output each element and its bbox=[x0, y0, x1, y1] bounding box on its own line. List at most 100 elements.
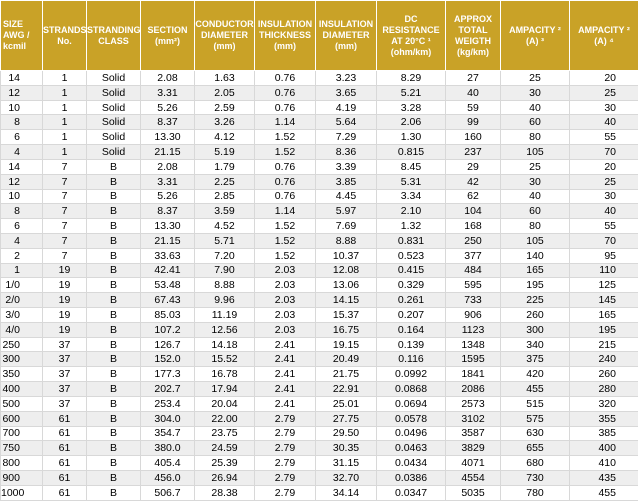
cell-size: 1 bbox=[0, 262, 43, 279]
cell-strands: 37 bbox=[42, 366, 87, 383]
cell-conductor-diameter: 5.19 bbox=[194, 144, 255, 160]
table-row: 4 1 Solid 21.15 5.19 1.52 8.36 0.815 237 105 70 bbox=[0, 144, 638, 160]
cell-insulation-thickness: 2.03 bbox=[254, 307, 316, 323]
cell-ampacity-a4: 40 bbox=[569, 114, 638, 131]
cell-dc-resistance: 0.0992 bbox=[376, 366, 446, 383]
cell-section: 405.4 bbox=[140, 455, 195, 471]
cell-ampacity-a4: 145 bbox=[569, 292, 638, 308]
cell-conductor-diameter: 26.94 bbox=[194, 469, 255, 486]
header-conductor-diameter: CONDUCTOR DIAMETER (mm) bbox=[194, 0, 255, 71]
cell-approx-total-weight: 3829 bbox=[445, 440, 501, 457]
cell-ampacity-a3: 260 bbox=[500, 307, 570, 323]
cell-size: 900 bbox=[0, 469, 43, 486]
header-line: AMPACITY ² bbox=[578, 24, 630, 35]
cell-section: 85.03 bbox=[140, 307, 195, 323]
cell-conductor-diameter: 4.52 bbox=[194, 218, 255, 234]
header-line: WEIGTH bbox=[455, 35, 491, 46]
cell-dc-resistance: 0.0347 bbox=[376, 484, 446, 501]
cell-conductor-diameter: 24.59 bbox=[194, 440, 255, 457]
cell-dc-resistance: 0.0868 bbox=[376, 381, 446, 397]
cell-stranding-class: B bbox=[86, 484, 141, 501]
cell-conductor-diameter: 7.90 bbox=[194, 262, 255, 279]
cell-size: 4/0 bbox=[0, 321, 43, 338]
cell-insulation-thickness: 1.52 bbox=[254, 232, 316, 249]
cell-ampacity-a3: 80 bbox=[500, 218, 570, 234]
cell-ampacity-a3: 730 bbox=[500, 469, 570, 486]
cell-insulation-diameter: 4.45 bbox=[315, 188, 377, 205]
cell-insulation-diameter: 25.01 bbox=[315, 395, 377, 412]
cell-conductor-diameter: 1.79 bbox=[194, 158, 255, 175]
cell-conductor-diameter: 5.71 bbox=[194, 232, 255, 249]
cell-strands: 19 bbox=[42, 277, 87, 294]
cell-stranding-class: B bbox=[86, 262, 141, 279]
cell-strands: 7 bbox=[42, 203, 87, 220]
cell-section: 33.63 bbox=[140, 247, 195, 264]
cell-insulation-diameter: 15.37 bbox=[315, 307, 377, 323]
cell-strands: 1 bbox=[42, 99, 87, 116]
header-dc-resistance: DC RESISTANCE AT 20°C ¹ (ohm/km) bbox=[376, 0, 446, 71]
cell-stranding-class: B bbox=[86, 410, 141, 427]
cell-dc-resistance: 0.139 bbox=[376, 336, 446, 353]
table-row: 8 1 Solid 8.37 3.26 1.14 5.64 2.06 99 60 40 bbox=[0, 114, 638, 131]
cell-size: 700 bbox=[0, 425, 43, 442]
header-ampacity-a3: AMPACITY ² (A) ³ bbox=[500, 0, 570, 71]
header-line: CONDUCTOR bbox=[195, 19, 254, 29]
cell-ampacity-a4: 55 bbox=[569, 129, 638, 146]
table-row: 3/0 19 B 85.03 11.19 2.03 15.37 0.207 906 260 165 bbox=[0, 307, 638, 323]
cell-strands: 37 bbox=[42, 351, 87, 368]
cell-insulation-diameter: 4.19 bbox=[315, 99, 377, 116]
cell-size: 750 bbox=[0, 440, 43, 457]
header-section: SECTION (mm²) bbox=[140, 0, 195, 71]
table-row: 6 1 Solid 13.30 4.12 1.52 7.29 1.30 160 80 55 bbox=[0, 129, 638, 146]
cell-approx-total-weight: 4071 bbox=[445, 455, 501, 471]
table-row: 800 61 B 405.4 25.39 2.79 31.15 0.0434 4071 680 41… bbox=[0, 455, 638, 471]
cell-strands: 7 bbox=[42, 232, 87, 249]
header-row: SIZE AWG / kcmil STRANDS No. STRANDING CLASS SE… bbox=[0, 0, 638, 71]
cell-section: 354.7 bbox=[140, 425, 195, 442]
cell-stranding-class: Solid bbox=[86, 99, 141, 116]
cell-ampacity-a4: 70 bbox=[569, 232, 638, 249]
cell-insulation-thickness: 2.41 bbox=[254, 366, 316, 383]
table-row: 350 37 B 177.3 16.78 2.41 21.75 0.0992 1841 420 26… bbox=[0, 366, 638, 383]
cell-ampacity-a4: 95 bbox=[569, 247, 638, 264]
cell-insulation-thickness: 2.79 bbox=[254, 455, 316, 471]
cell-approx-total-weight: 29 bbox=[445, 158, 501, 175]
cell-insulation-thickness: 1.52 bbox=[254, 218, 316, 234]
cell-strands: 7 bbox=[42, 218, 87, 234]
table-row: 4/0 19 B 107.2 12.56 2.03 16.75 0.164 1123 300 195 bbox=[0, 321, 638, 338]
table-row: 700 61 B 354.7 23.75 2.79 29.50 0.0496 3587 630 38… bbox=[0, 425, 638, 442]
cell-insulation-thickness: 2.41 bbox=[254, 336, 316, 353]
cell-insulation-diameter: 13.06 bbox=[315, 277, 377, 294]
cell-dc-resistance: 0.0463 bbox=[376, 440, 446, 457]
cell-insulation-thickness: 2.79 bbox=[254, 469, 316, 486]
table-row: 6 7 B 13.30 4.52 1.52 7.69 1.32 168 80 55 bbox=[0, 218, 638, 234]
header-line: APPROX bbox=[453, 13, 492, 24]
table-row: 1 19 B 42.41 7.90 2.03 12.08 0.415 484 165 110 bbox=[0, 262, 638, 279]
cell-ampacity-a3: 165 bbox=[500, 262, 570, 279]
cell-dc-resistance: 3.34 bbox=[376, 188, 446, 205]
cell-size: 4 bbox=[0, 144, 43, 160]
cell-ampacity-a3: 780 bbox=[500, 484, 570, 501]
table-row: 10 7 B 5.26 2.85 0.76 4.45 3.34 62 40 30 bbox=[0, 188, 638, 205]
cell-dc-resistance: 0.329 bbox=[376, 277, 446, 294]
cell-stranding-class: B bbox=[86, 203, 141, 220]
cell-conductor-diameter: 4.12 bbox=[194, 129, 255, 146]
cell-strands: 19 bbox=[42, 321, 87, 338]
table-row: 8 7 B 8.37 3.59 1.14 5.97 2.10 104 60 40 bbox=[0, 203, 638, 220]
cell-approx-total-weight: 27 bbox=[445, 70, 501, 86]
cell-section: 8.37 bbox=[140, 114, 195, 131]
header-line: (mm) bbox=[274, 41, 296, 51]
header-line: (ohm/km) bbox=[390, 46, 432, 57]
cell-approx-total-weight: 377 bbox=[445, 247, 501, 264]
cell-ampacity-a3: 515 bbox=[500, 395, 570, 412]
cell-stranding-class: B bbox=[86, 351, 141, 368]
cell-approx-total-weight: 484 bbox=[445, 262, 501, 279]
cell-stranding-class: B bbox=[86, 469, 141, 486]
cell-insulation-thickness: 1.14 bbox=[254, 203, 316, 220]
cell-insulation-diameter: 5.64 bbox=[315, 114, 377, 131]
cell-ampacity-a4: 410 bbox=[569, 455, 638, 471]
header-line: (mm²) bbox=[155, 35, 180, 46]
header-line: (A) ⁴ bbox=[594, 35, 614, 46]
cell-section: 5.26 bbox=[140, 188, 195, 205]
cell-dc-resistance: 0.0578 bbox=[376, 410, 446, 427]
